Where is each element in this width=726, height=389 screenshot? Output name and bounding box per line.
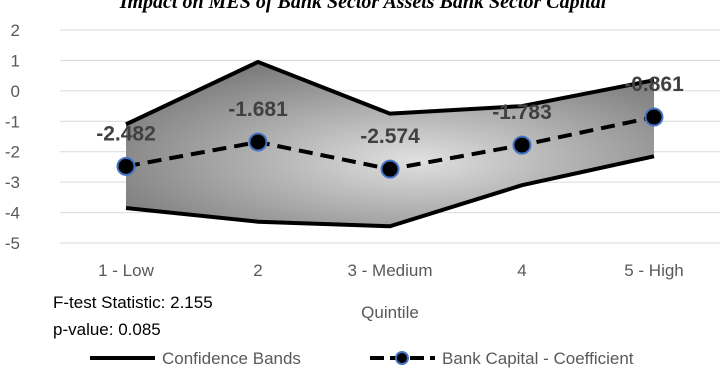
data-label: -1.681	[228, 98, 288, 121]
coefficient-point	[116, 156, 136, 176]
p-value-annotation: p-value: 0.085	[53, 320, 161, 339]
data-label: -0.861	[624, 73, 684, 96]
data-label: -2.482	[96, 122, 156, 145]
y-axis-ticks: 2 1 0 -1 -2 -3 -4 -5	[5, 21, 20, 253]
y-tick-label: -3	[5, 173, 20, 192]
legend: Confidence Bands Bank Capital - Coefficie…	[90, 349, 634, 368]
upper-confidence-line	[125, 59, 655, 127]
x-axis-title: Quintile	[361, 303, 419, 322]
data-labels: -2.482 -1.681 -2.574 -1.783 -0.861	[96, 73, 684, 148]
x-category-label: 4	[517, 261, 526, 280]
confidence-band	[125, 59, 655, 229]
coefficient-point	[380, 159, 400, 179]
coefficient-point	[248, 132, 268, 152]
y-tick-label: 0	[11, 82, 20, 101]
x-category-label: 3 - Medium	[347, 261, 432, 280]
data-label: -1.783	[492, 101, 552, 124]
y-tick-label: -1	[5, 112, 20, 131]
legend-label-confidence-bands: Confidence Bands	[162, 349, 301, 368]
coefficient-point	[644, 107, 664, 127]
x-axis-categories: 1 - Low 2 3 - Medium 4 5 - High	[98, 261, 684, 280]
y-tick-label: 2	[11, 21, 20, 40]
chart-title: Impact on MES of Bank Sector Assets Bank…	[119, 0, 607, 13]
legend-label-coefficient: Bank Capital - Coefficient	[442, 349, 634, 368]
f-test-annotation: F-test Statistic: 2.155	[53, 293, 213, 312]
coefficient-point	[512, 135, 532, 155]
x-category-label: 1 - Low	[98, 261, 154, 280]
legend-marker-coefficient	[395, 351, 409, 365]
data-label: -2.574	[360, 125, 420, 148]
coefficient-series	[116, 107, 664, 179]
y-tick-label: -2	[5, 143, 20, 162]
y-tick-label: -4	[5, 204, 20, 223]
x-category-label: 5 - High	[624, 261, 684, 280]
y-tick-label: 1	[11, 51, 20, 70]
lower-confidence-line	[125, 154, 655, 229]
x-category-label: 2	[253, 261, 262, 280]
y-tick-label: -5	[5, 234, 20, 253]
